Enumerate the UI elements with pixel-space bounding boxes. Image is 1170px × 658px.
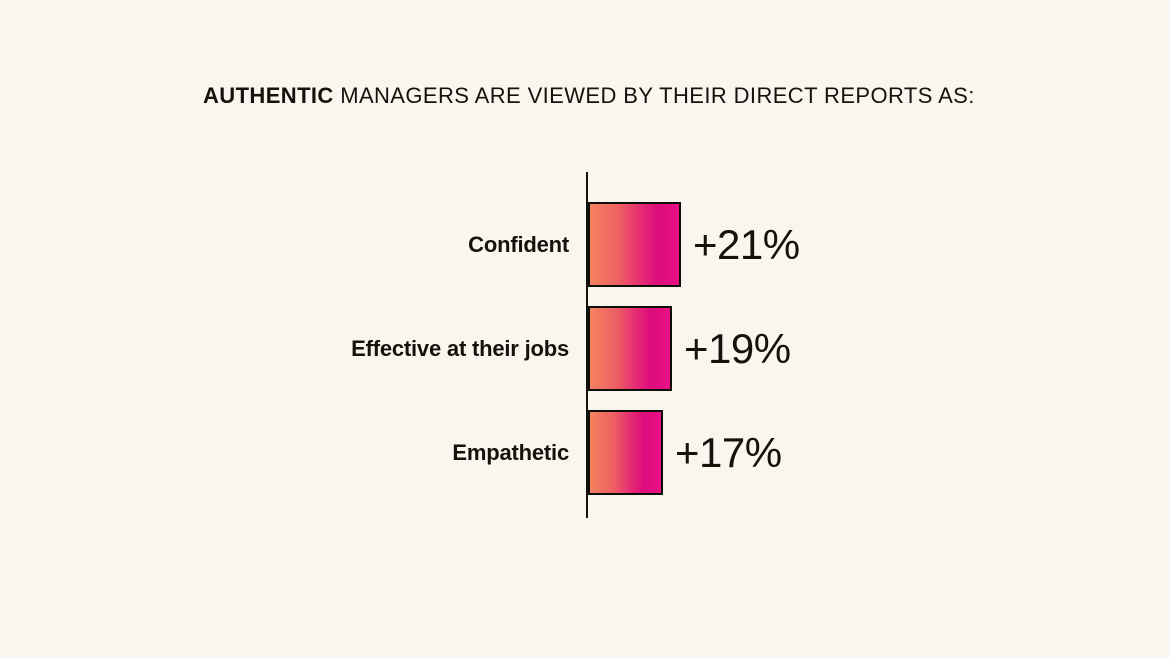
axis-baseline	[586, 172, 588, 518]
value-label: +21%	[693, 220, 800, 268]
category-label: Empathetic	[452, 439, 569, 465]
chart-title-rest: MANAGERS ARE VIEWED BY THEIR DIRECT REPO…	[333, 83, 975, 108]
chart-title: AUTHENTIC MANAGERS ARE VIEWED BY THEIR D…	[203, 83, 975, 109]
bar-row-empathetic: Empathetic +17%	[0, 410, 1170, 495]
category-label: Effective at their jobs	[351, 335, 569, 361]
bar-empathetic	[588, 410, 663, 495]
bar-row-confident: Confident +21%	[0, 202, 1170, 287]
value-label: +19%	[684, 324, 791, 372]
bar-row-effective: Effective at their jobs +19%	[0, 306, 1170, 391]
chart-title-emphasis: AUTHENTIC	[203, 83, 334, 108]
bar-confident	[588, 202, 681, 287]
bar-effective	[588, 306, 672, 391]
value-label: +17%	[675, 428, 782, 476]
category-label: Confident	[468, 231, 569, 257]
